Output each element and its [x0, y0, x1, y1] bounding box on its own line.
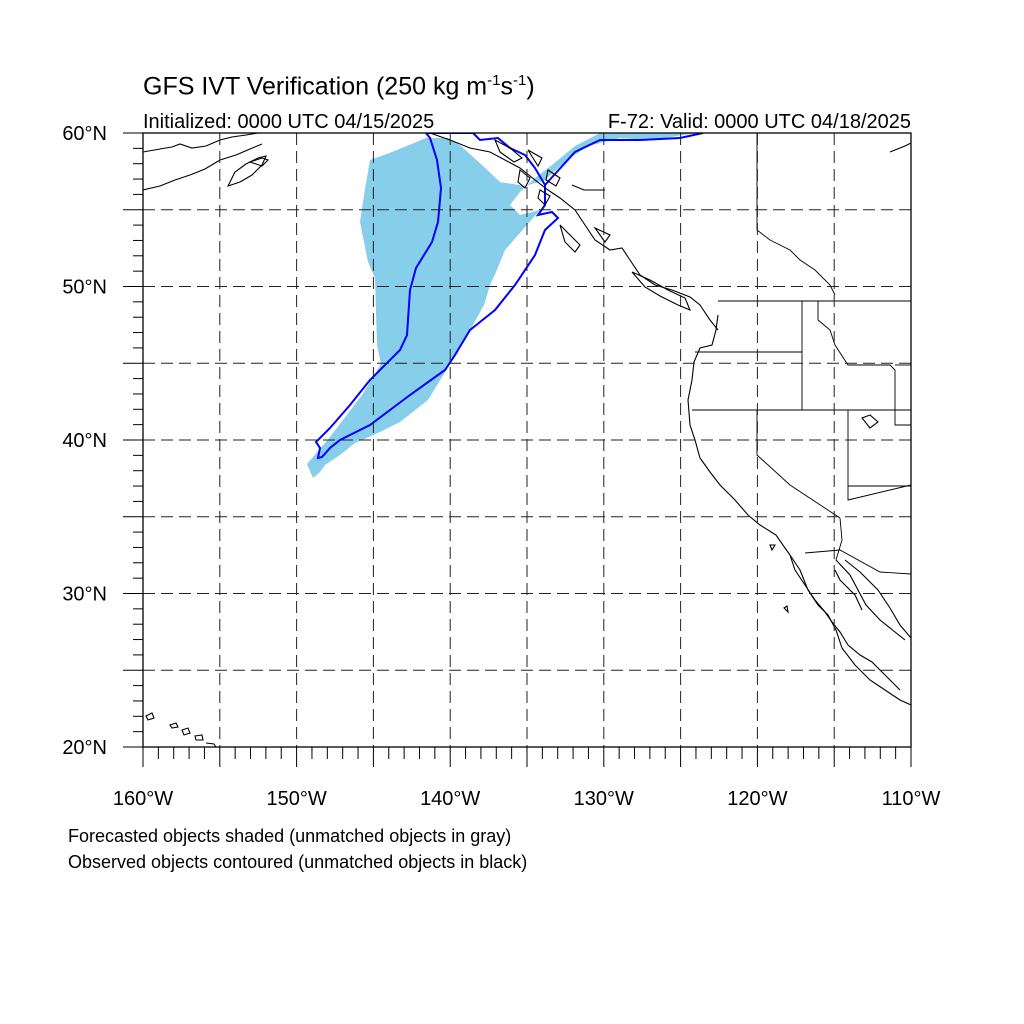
lat-label: 20°N [62, 737, 107, 759]
valid-time-label: F-72: Valid: 0000 UTC 04/18/2025 [607, 111, 911, 133]
forecast-note: Forecasted objects shaded (unmatched obj… [68, 826, 512, 846]
lat-label: 30°N [62, 584, 107, 606]
lat-label: 60°N [62, 123, 107, 145]
lat-label: 40°N [62, 430, 107, 452]
lon-label: 130°W [574, 788, 634, 810]
observed-note: Observed objects contoured (unmatched ob… [68, 852, 528, 872]
coastlines [143, 133, 911, 747]
longitude-labels: 160°W 150°W 140°W 130°W 120°W 110°W [113, 788, 941, 810]
lon-label: 120°W [727, 788, 787, 810]
lon-label: 160°W [113, 788, 173, 810]
state-borders [692, 133, 911, 575]
chart-title: GFS IVT Verification (250 kg m-1s-1) [143, 72, 535, 101]
axis-ticks [123, 132, 912, 767]
observed-object-contour [314, 133, 560, 460]
lon-label: 110°W [882, 788, 941, 810]
lon-label: 150°W [266, 788, 326, 810]
initialized-label: Initialized: 0000 UTC 04/15/2025 [143, 111, 435, 133]
forecast-object-shade [307, 133, 703, 478]
lon-label: 140°W [420, 788, 480, 810]
lat-label: 50°N [62, 277, 107, 299]
observed-object-contour-east [544, 133, 704, 186]
latitude-labels: 20°N 30°N 40°N 50°N 60°N [62, 123, 107, 759]
lat-lon-grid [143, 133, 911, 747]
